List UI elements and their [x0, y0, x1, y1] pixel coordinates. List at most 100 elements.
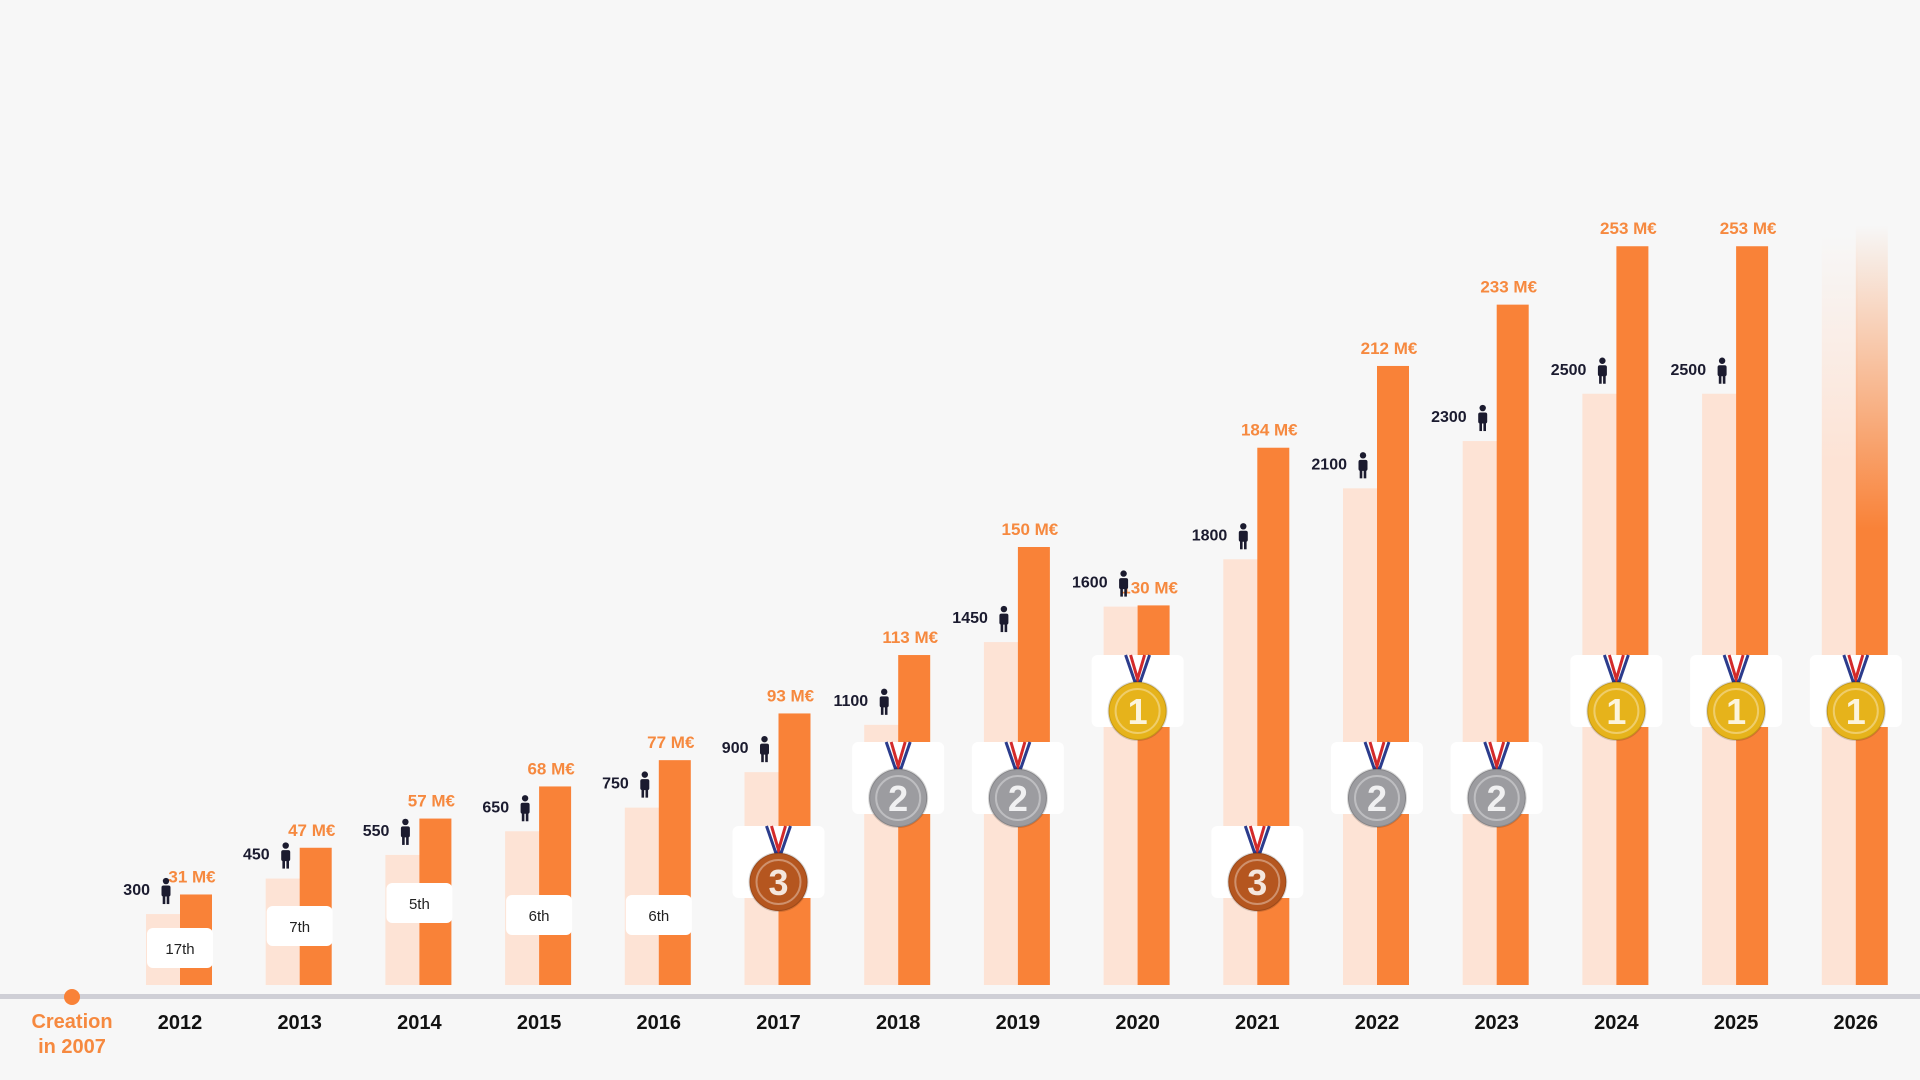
revenue-data-label: 93 M€: [767, 686, 815, 705]
medal-rank-number: 1: [1846, 691, 1866, 732]
employees-data-label: 650: [482, 799, 509, 816]
person-icon: [1358, 452, 1368, 479]
revenue-data-label: 47 M€: [288, 821, 336, 840]
x-axis-tick-label: 2023: [1474, 1012, 1519, 1034]
creation-label-line1: Creation: [31, 1011, 112, 1033]
employees-data-label: 2100: [1311, 456, 1347, 473]
ranking-label: 5th: [409, 896, 430, 913]
medal-rank-number: 3: [1247, 862, 1267, 903]
revenue-data-label: 113 M€: [882, 628, 938, 647]
employees-data-label: 1600: [1072, 575, 1108, 592]
x-axis-tick-label: 2021: [1235, 1012, 1280, 1034]
ranking-label: 7th: [289, 919, 310, 936]
x-axis-tick-label: 2019: [996, 1012, 1041, 1034]
revenue-bar: [1616, 246, 1649, 986]
bronze-medal-icon: 3: [732, 825, 825, 912]
revenue-bar: [1855, 225, 1888, 985]
medal-rank-number: 1: [1606, 691, 1626, 732]
person-icon: [879, 688, 889, 715]
person-icon: [1238, 523, 1248, 550]
x-axis-tick-label: 2026: [1834, 1012, 1879, 1034]
employees-data-label: 900: [722, 740, 749, 757]
x-axis-tick-label: 2017: [756, 1012, 801, 1034]
employees-data-label: 300: [123, 882, 150, 899]
x-axis-line: [0, 994, 1920, 999]
x-axis-tick-label: 2020: [1115, 1012, 1160, 1034]
person-icon: [1717, 357, 1727, 384]
medal-rank-number: 1: [1726, 691, 1746, 732]
person-icon: [161, 877, 171, 905]
x-axis-tick-label: 2015: [517, 1012, 562, 1034]
revenue-bar: [1496, 304, 1529, 985]
creation-dot: [64, 989, 80, 1005]
medal-rank-number: 3: [768, 862, 788, 903]
revenue-bar: [1736, 246, 1769, 986]
gold-medal-icon: 1: [1570, 654, 1663, 741]
ranking-badge: [625, 895, 692, 935]
person-icon: [520, 795, 530, 822]
employees-bar: [1462, 441, 1499, 985]
medal-rank-number: 1: [1128, 691, 1148, 732]
person-icon: [1597, 357, 1607, 384]
person-icon: [281, 842, 291, 869]
revenue-bar: [658, 760, 691, 985]
revenue-data-label: 68 M€: [527, 759, 575, 778]
employees-data-label: 2300: [1431, 409, 1467, 426]
bars-layer: [146, 225, 1888, 986]
bronze-medal-icon: 3: [1211, 825, 1304, 912]
medal-rank-number: 2: [1487, 778, 1507, 819]
employees-data-label: 750: [602, 776, 629, 793]
gold-medal-icon: 1: [1091, 654, 1184, 741]
ranking-label: 6th: [529, 908, 550, 925]
x-axis-tick-label: 2018: [876, 1012, 921, 1034]
gold-medal-icon: 1: [1690, 654, 1783, 741]
revenue-data-label: 212 M€: [1361, 339, 1418, 358]
silver-medal-icon: 2: [1450, 741, 1543, 828]
ranking-badge: [506, 895, 573, 935]
silver-medal-icon: 2: [971, 741, 1064, 828]
ranking-label: 6th: [648, 908, 669, 925]
revenue-bar: [539, 786, 572, 985]
x-axis-tick-label: 2012: [158, 1012, 203, 1034]
x-axis-tick-label: 2014: [397, 1012, 442, 1034]
employees-data-label: 1100: [833, 693, 868, 710]
medal-rank-number: 2: [888, 778, 908, 819]
revenue-data-label: 130 M€: [1121, 578, 1178, 597]
revenue-data-label: 77 M€: [647, 733, 695, 752]
revenue-data-label: 253 M€: [1600, 219, 1657, 238]
x-axis-tick-label: 2016: [637, 1012, 682, 1034]
person-icon: [640, 771, 650, 798]
x-axis-tick-label: 2022: [1355, 1012, 1400, 1034]
employees-data-label: 450: [243, 847, 270, 864]
silver-medal-icon: 2: [852, 741, 945, 828]
person-icon: [1119, 570, 1129, 597]
employees-data-label: 1450: [952, 610, 988, 627]
revenue-data-label: 150 M€: [1002, 520, 1059, 539]
employees-bar: [1223, 559, 1260, 985]
employees-data-label: 2500: [1671, 362, 1707, 379]
revenue-data-label: 253 M€: [1720, 219, 1777, 238]
employees-data-label: 550: [363, 823, 390, 840]
revenue-data-label: 57 M€: [408, 792, 456, 811]
revenue-data-label: 184 M€: [1241, 421, 1298, 440]
labels-layer: 31 M€ 300 17th 2012 47 M€ 450 7th 2013 57 M€ 550 5…: [123, 219, 1902, 1034]
person-icon: [1478, 404, 1488, 432]
employees-data-label: 1800: [1192, 527, 1228, 544]
x-axis-tick-label: 2013: [277, 1012, 322, 1034]
person-icon: [760, 735, 769, 763]
ranking-badge: [266, 906, 333, 946]
employees-data-label: 2500: [1551, 362, 1587, 379]
silver-medal-icon: 2: [1331, 741, 1423, 828]
employees-bar: [1343, 488, 1379, 985]
person-icon: [999, 605, 1009, 633]
person-icon: [400, 818, 410, 845]
revenue-data-label: 31 M€: [168, 867, 216, 886]
ranking-badge: [386, 883, 453, 923]
employees-bar: [1821, 235, 1858, 985]
x-axis-tick-label: 2024: [1594, 1012, 1639, 1034]
medal-rank-number: 2: [1008, 778, 1028, 819]
ranking-badge: [147, 928, 213, 968]
ranking-label: 17th: [165, 941, 194, 958]
x-axis-tick-label: 2025: [1714, 1012, 1759, 1034]
